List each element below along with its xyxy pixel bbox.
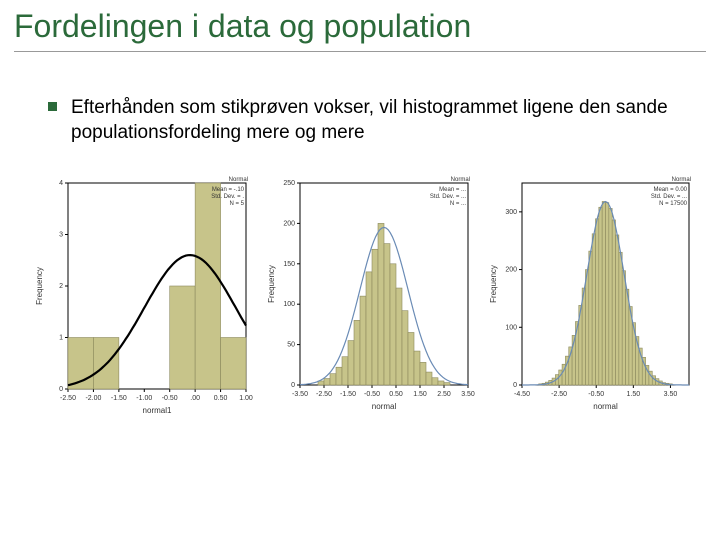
svg-text:2.50: 2.50 bbox=[437, 391, 451, 398]
svg-text:-0.50: -0.50 bbox=[364, 391, 380, 398]
svg-text:150: 150 bbox=[283, 261, 295, 268]
svg-text:0: 0 bbox=[513, 382, 517, 389]
svg-text:-1.00: -1.00 bbox=[136, 395, 152, 402]
svg-text:normal1: normal1 bbox=[143, 406, 172, 415]
page-title: Fordelingen i data og population bbox=[14, 8, 706, 45]
bullet-row: Efterhånden som stikprøven vokser, vil h… bbox=[0, 58, 720, 145]
svg-text:Frequency: Frequency bbox=[267, 265, 276, 303]
svg-text:Normal: Normal bbox=[229, 177, 248, 183]
svg-text:1.50: 1.50 bbox=[413, 391, 427, 398]
svg-text:Normal: Normal bbox=[672, 177, 691, 183]
svg-text:-4.50: -4.50 bbox=[514, 391, 530, 398]
svg-text:N = 17500: N = 17500 bbox=[659, 201, 688, 207]
svg-text:2: 2 bbox=[59, 283, 63, 290]
histogram-chart-3: 0 100 200 300 -4.50 -2.50 -0.50 1.50 3.50 Frequen… bbox=[484, 169, 699, 415]
svg-text:3: 3 bbox=[59, 232, 63, 239]
svg-text:4: 4 bbox=[59, 180, 63, 187]
svg-text:normal: normal bbox=[593, 402, 618, 411]
svg-text:3.50: 3.50 bbox=[664, 391, 678, 398]
svg-text:100: 100 bbox=[505, 325, 517, 332]
svg-text:1: 1 bbox=[59, 335, 63, 342]
svg-text:3.50: 3.50 bbox=[461, 391, 475, 398]
svg-text:Std. Dev. = ...: Std. Dev. = ... bbox=[651, 194, 687, 200]
bullet-icon bbox=[48, 102, 57, 111]
svg-text:-2.00: -2.00 bbox=[85, 395, 101, 402]
svg-text:Std. Dev. = ...: Std. Dev. = ... bbox=[430, 194, 466, 200]
svg-text:0: 0 bbox=[59, 386, 63, 393]
svg-text:N = 5: N = 5 bbox=[229, 201, 244, 207]
svg-text:Mean = -.10: Mean = -.10 bbox=[212, 187, 245, 193]
svg-text:0.50: 0.50 bbox=[389, 391, 403, 398]
svg-text:-1.50: -1.50 bbox=[340, 391, 356, 398]
svg-text:-0.50: -0.50 bbox=[162, 395, 178, 402]
bullet-text: Efterhånden som stikprøven vokser, vil h… bbox=[71, 96, 672, 145]
svg-text:-0.50: -0.50 bbox=[588, 391, 604, 398]
svg-text:Mean = 0.00: Mean = 0.00 bbox=[653, 187, 687, 193]
svg-text:Mean = ...: Mean = ... bbox=[439, 187, 466, 193]
svg-text:-2.50: -2.50 bbox=[316, 391, 332, 398]
svg-text:Frequency: Frequency bbox=[35, 267, 44, 305]
svg-text:50: 50 bbox=[287, 342, 295, 349]
histogram-chart-2: 0 50 100 150 200 250 -3.50 -2.50 -1.50 -0.50 0.50 1… bbox=[262, 169, 478, 415]
svg-text:200: 200 bbox=[283, 221, 295, 228]
svg-text:1.00: 1.00 bbox=[239, 395, 253, 402]
svg-text:200: 200 bbox=[505, 267, 517, 274]
svg-text:-2.50: -2.50 bbox=[551, 391, 567, 398]
svg-text:-2.50: -2.50 bbox=[60, 395, 76, 402]
svg-text:300: 300 bbox=[505, 209, 517, 216]
title-underline bbox=[14, 51, 706, 52]
svg-text:N = ...: N = ... bbox=[450, 201, 467, 207]
svg-text:-1.50: -1.50 bbox=[111, 395, 127, 402]
svg-text:normal: normal bbox=[372, 402, 397, 411]
svg-text:.00: .00 bbox=[190, 395, 200, 402]
svg-text:250: 250 bbox=[283, 180, 295, 187]
svg-text:Std. Dev. = .: Std. Dev. = . bbox=[211, 194, 244, 200]
svg-text:Normal: Normal bbox=[451, 177, 470, 183]
svg-text:-3.50: -3.50 bbox=[292, 391, 308, 398]
svg-text:1.50: 1.50 bbox=[627, 391, 641, 398]
svg-text:0: 0 bbox=[291, 382, 295, 389]
svg-text:Frequency: Frequency bbox=[489, 265, 498, 303]
svg-text:100: 100 bbox=[283, 302, 295, 309]
histogram-chart-1: 0 1 2 3 4 -2.50 -2.00 -1.50 -1.00 -0.50 .00 0.50 1.0… bbox=[30, 169, 256, 419]
svg-text:0.50: 0.50 bbox=[214, 395, 228, 402]
